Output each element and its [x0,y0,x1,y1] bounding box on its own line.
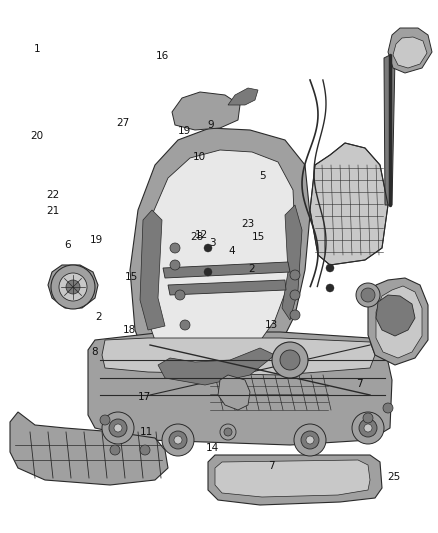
Text: 4: 4 [229,246,236,255]
Text: 20: 20 [31,131,44,141]
Polygon shape [172,92,240,130]
Circle shape [290,310,300,320]
Polygon shape [384,55,395,205]
Text: 2: 2 [248,264,255,274]
Circle shape [326,264,334,272]
Polygon shape [48,265,98,308]
Circle shape [170,243,180,253]
Circle shape [140,445,150,455]
Text: 17: 17 [138,392,151,402]
Circle shape [280,350,300,370]
Circle shape [290,290,300,300]
Text: 7: 7 [268,462,275,471]
Text: 8: 8 [91,347,98,357]
Circle shape [220,424,236,440]
Text: 1: 1 [34,44,41,54]
Polygon shape [208,455,382,505]
Text: 14: 14 [206,443,219,453]
Circle shape [356,283,380,307]
Circle shape [110,445,120,455]
Polygon shape [163,262,290,278]
Text: 7: 7 [356,379,363,389]
Circle shape [66,280,80,294]
Polygon shape [145,150,295,365]
Circle shape [224,428,232,436]
Circle shape [272,342,308,378]
Circle shape [100,415,110,425]
Polygon shape [218,375,250,410]
Circle shape [109,419,127,437]
Text: 11: 11 [140,427,153,437]
Circle shape [180,320,190,330]
Text: 9: 9 [207,120,214,130]
Circle shape [174,436,182,444]
Text: 13: 13 [265,320,278,330]
Text: 28: 28 [191,232,204,242]
Polygon shape [228,88,258,105]
Polygon shape [376,286,422,358]
Text: 18: 18 [123,326,136,335]
Text: 5: 5 [259,171,266,181]
Text: 6: 6 [64,240,71,250]
Polygon shape [158,348,275,385]
Text: 3: 3 [209,238,216,247]
Circle shape [170,260,180,270]
Polygon shape [130,128,310,385]
Circle shape [306,436,314,444]
Circle shape [363,413,373,423]
Circle shape [361,288,375,302]
Text: 19: 19 [90,235,103,245]
Text: 15: 15 [125,272,138,282]
Polygon shape [282,205,302,320]
Text: 22: 22 [46,190,59,199]
Circle shape [204,268,212,276]
Text: 2: 2 [95,312,102,322]
Circle shape [352,412,384,444]
Circle shape [102,412,134,444]
Text: 21: 21 [46,206,59,215]
Text: 23: 23 [241,219,254,229]
Circle shape [364,424,372,432]
Polygon shape [102,338,375,375]
Text: 27: 27 [116,118,129,127]
Polygon shape [168,280,286,295]
Circle shape [359,419,377,437]
Circle shape [162,424,194,456]
Circle shape [51,265,95,309]
Polygon shape [368,278,428,365]
Text: 19: 19 [177,126,191,135]
Circle shape [326,284,334,292]
Circle shape [204,244,212,252]
Circle shape [290,270,300,280]
Text: 16: 16 [155,51,169,61]
Polygon shape [393,37,427,68]
Text: 25: 25 [388,472,401,482]
Polygon shape [88,332,392,445]
Text: 15: 15 [252,232,265,242]
Circle shape [294,424,326,456]
Polygon shape [140,210,165,330]
Polygon shape [310,143,388,265]
Polygon shape [376,295,415,336]
Text: 10: 10 [193,152,206,162]
Polygon shape [388,28,432,73]
Circle shape [301,431,319,449]
Circle shape [169,431,187,449]
Circle shape [59,273,87,301]
Text: 12: 12 [195,230,208,239]
Polygon shape [215,460,370,497]
Polygon shape [10,412,168,485]
Circle shape [114,424,122,432]
Circle shape [383,403,393,413]
Polygon shape [208,368,330,415]
Circle shape [175,290,185,300]
